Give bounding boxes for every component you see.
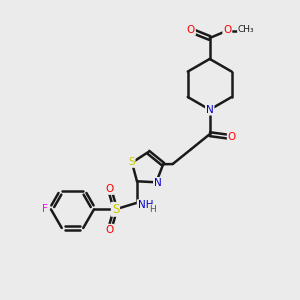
Text: O: O <box>105 184 114 194</box>
Text: O: O <box>105 225 114 235</box>
Text: O: O <box>187 25 195 35</box>
Text: N: N <box>206 105 214 115</box>
Text: N: N <box>154 178 162 188</box>
Text: S: S <box>112 203 119 216</box>
Text: CH₃: CH₃ <box>238 26 254 34</box>
Text: NH: NH <box>138 200 153 210</box>
Text: O: O <box>228 132 236 142</box>
Text: F: F <box>42 204 48 214</box>
Text: O: O <box>223 25 232 35</box>
Text: H: H <box>149 205 156 214</box>
Text: S: S <box>128 157 135 167</box>
